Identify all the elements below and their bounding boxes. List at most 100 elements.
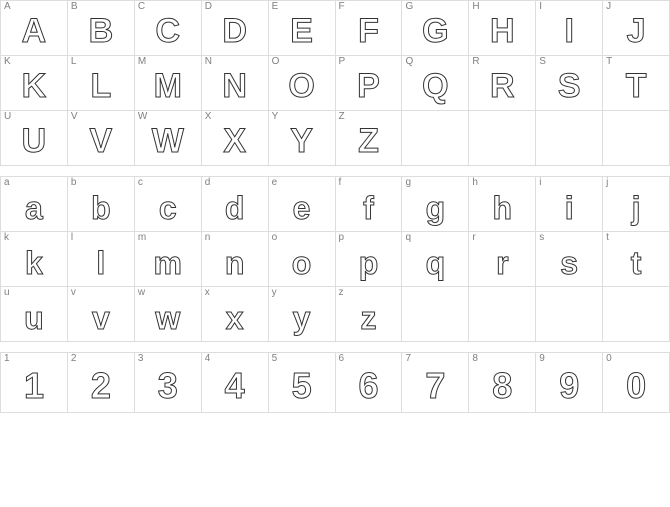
glyph-cell (603, 287, 670, 342)
glyph-cell: RR (469, 56, 536, 111)
glyph-cell: vv (68, 287, 135, 342)
glyph: C (155, 8, 180, 48)
glyph-cell: HH (469, 1, 536, 56)
glyph-cell (402, 287, 469, 342)
cell-label: h (472, 178, 478, 188)
glyph-cell (603, 111, 670, 166)
cell-label: 0 (606, 354, 612, 364)
cell-label: N (205, 57, 212, 67)
glyph-cell: FF (336, 1, 403, 56)
glyph-cell: nn (202, 232, 269, 287)
cell-label: V (71, 112, 78, 122)
glyph: w (155, 294, 180, 334)
cell-label: l (71, 233, 73, 243)
glyph-cell: MM (135, 56, 202, 111)
glyph-cell: oo (269, 232, 336, 287)
cell-label: g (405, 178, 411, 188)
glyph: E (290, 8, 313, 48)
glyph: t (631, 239, 642, 279)
cell-label: J (606, 2, 611, 12)
glyph-cell: LL (68, 56, 135, 111)
glyph: z (360, 294, 376, 334)
cell-label: A (4, 2, 11, 12)
glyph-cell: 99 (536, 353, 603, 413)
glyph-cell: 77 (402, 353, 469, 413)
glyph: u (24, 294, 44, 334)
glyph-cell: DD (202, 1, 269, 56)
glyph-cell: qq (402, 232, 469, 287)
cell-label: s (539, 233, 544, 243)
glyph: B (89, 8, 114, 48)
glyph-cell: KK (1, 56, 68, 111)
cell-label: e (272, 178, 278, 188)
digits-section: 11 22 33 44 55 66 77 88 99 00 (0, 352, 670, 413)
cell-label: P (339, 57, 346, 67)
glyph: h (493, 184, 513, 224)
cell-label: F (339, 2, 345, 12)
glyph-cell: UU (1, 111, 68, 166)
cell-label: H (472, 2, 479, 12)
cell-label: q (405, 233, 411, 243)
glyph: 4 (225, 362, 245, 404)
cell-label: L (71, 57, 77, 67)
glyph: Y (290, 118, 313, 158)
glyph: O (288, 63, 314, 103)
cell-label: I (539, 2, 542, 12)
table-row: UU VV WW XX YY ZZ (1, 111, 670, 166)
glyph: M (154, 63, 182, 103)
cell-label: D (205, 2, 212, 12)
glyph: P (357, 63, 380, 103)
cell-label: b (71, 178, 77, 188)
glyph: D (222, 8, 247, 48)
cell-label: Z (339, 112, 345, 122)
table-row: AA BB CC DD EE FF GG HH II JJ (1, 1, 670, 56)
cell-label: B (71, 2, 78, 12)
glyph: 0 (626, 362, 646, 404)
cell-label: E (272, 2, 279, 12)
glyph: 5 (292, 362, 312, 404)
cell-label: 2 (71, 354, 77, 364)
cell-label: Y (272, 112, 279, 122)
cell-label: p (339, 233, 345, 243)
glyph: X (223, 118, 246, 158)
glyph-cell: 66 (336, 353, 403, 413)
glyph-cell: ss (536, 232, 603, 287)
glyph: Q (422, 63, 448, 103)
glyph-cell: rr (469, 232, 536, 287)
glyph-cell: TT (603, 56, 670, 111)
glyph-cell: gg (402, 177, 469, 232)
glyph-cell: 22 (68, 353, 135, 413)
glyph-cell: WW (135, 111, 202, 166)
glyph: U (22, 118, 47, 158)
cell-label: U (4, 112, 11, 122)
glyph-cell: QQ (402, 56, 469, 111)
cell-label: o (272, 233, 278, 243)
glyph-cell: 00 (603, 353, 670, 413)
cell-label: y (272, 288, 277, 298)
cell-label: x (205, 288, 210, 298)
glyph: K (22, 63, 47, 103)
cell-label: m (138, 233, 146, 243)
cell-label: T (606, 57, 612, 67)
glyph: 8 (492, 362, 512, 404)
glyph: q (426, 239, 446, 279)
glyph-cell: zz (336, 287, 403, 342)
glyph: x (226, 294, 244, 334)
cell-label: 7 (405, 354, 411, 364)
glyph: r (496, 239, 508, 279)
cell-label: W (138, 112, 147, 122)
cell-label: S (539, 57, 546, 67)
glyph-cell: PP (336, 56, 403, 111)
glyph-cell: II (536, 1, 603, 56)
cell-label: c (138, 178, 143, 188)
glyph-cell: uu (1, 287, 68, 342)
glyph: 6 (358, 362, 378, 404)
glyph: N (222, 63, 247, 103)
table-row: uu vv ww xx yy zz (1, 287, 670, 342)
cell-label: R (472, 57, 479, 67)
glyph: J (627, 8, 646, 48)
glyph-cell: ii (536, 177, 603, 232)
glyph: p (359, 239, 379, 279)
glyph-cell: BB (68, 1, 135, 56)
glyph: 3 (158, 362, 178, 404)
